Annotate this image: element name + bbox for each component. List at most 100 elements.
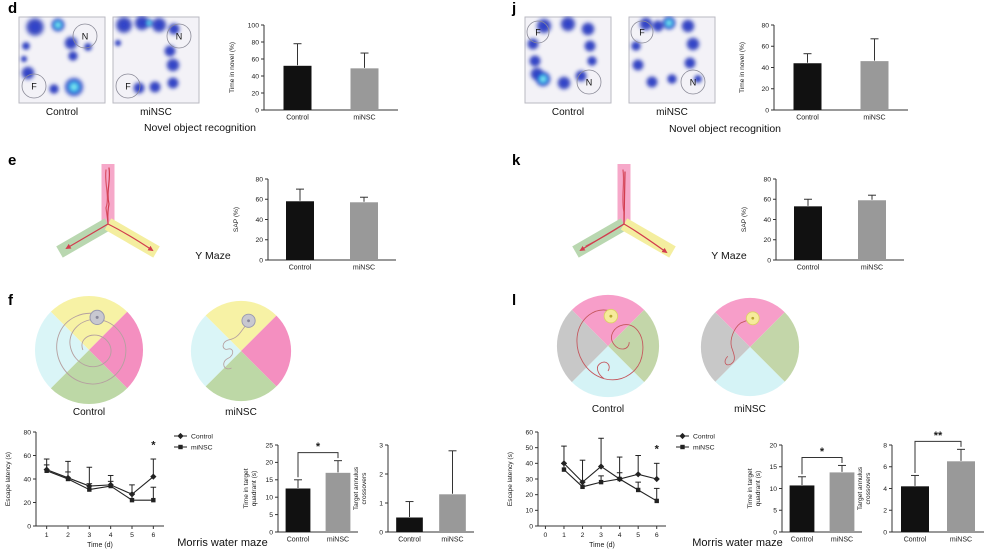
heat-blobs [526, 16, 598, 91]
pool-quadrants [34, 295, 144, 405]
novel-object-letter: N [82, 32, 89, 42]
svg-text:SAP (%): SAP (%) [741, 207, 748, 232]
svg-text:Control: Control [693, 434, 715, 441]
svg-text:crossovers: crossovers [865, 472, 872, 505]
heatmap-j-control: F N [524, 16, 612, 104]
familiar-object-letter: F [639, 28, 645, 38]
heatmap-d-minsc: N F [112, 16, 200, 104]
svg-text:0: 0 [544, 532, 548, 539]
svg-text:5: 5 [130, 532, 134, 539]
svg-text:Control: Control [791, 537, 814, 544]
svg-text:Control: Control [289, 265, 312, 272]
label-d-minsc: miNSC [140, 107, 172, 118]
chart-l-escape-latency: 0 10 20 30 40 50 60 0 1 2 3 4 5 6 Time (d) Escape laten… [506, 424, 742, 550]
svg-text:2: 2 [379, 471, 383, 478]
svg-text:80: 80 [23, 429, 31, 436]
svg-text:20: 20 [761, 86, 769, 93]
chart-f-time-in-target-quadrant: 0 5 10 15 20 25 Time in target quadrant (s) Cont… [242, 428, 364, 548]
svg-text:miNSC: miNSC [950, 537, 972, 544]
svg-text:60: 60 [763, 197, 771, 204]
familiar-object-letter: F [31, 82, 37, 92]
chart-l-target-annulus-crossovers: 0 2 4 6 8 Target annulus crossovers Control miNS… [856, 428, 990, 548]
svg-text:quadrant (s): quadrant (s) [755, 471, 762, 507]
svg-text:4: 4 [109, 532, 113, 539]
familiar-object-ring [115, 73, 141, 99]
svg-text:*: * [151, 439, 156, 451]
svg-text:60: 60 [23, 453, 31, 460]
svg-text:2: 2 [66, 532, 70, 539]
svg-text:*: * [316, 441, 321, 453]
svg-text:1: 1 [45, 532, 49, 539]
svg-text:0: 0 [767, 257, 771, 264]
platform-dot [751, 316, 755, 320]
svg-text:20: 20 [23, 500, 31, 507]
svg-text:15: 15 [769, 464, 777, 471]
chart-j-time-in-novel: 0 20 40 60 80 Time in novel (%) Control miNSC [738, 8, 914, 126]
panel-letter-f: f [8, 292, 13, 309]
chart-e-sap: 0 20 40 60 80 SAP (%) Control miNSC [232, 162, 402, 276]
svg-text:Escape latency (s): Escape latency (s) [5, 452, 12, 506]
label-f-minsc: miNSC [225, 407, 257, 418]
pool-quadrants [190, 300, 292, 402]
label-d-control: Control [45, 107, 79, 118]
platform-dot [95, 315, 99, 319]
svg-text:60: 60 [251, 56, 259, 63]
ymaze-trace [579, 169, 668, 254]
svg-text:80: 80 [255, 176, 263, 183]
svg-text:10: 10 [265, 495, 273, 502]
novel-object-letter: N [586, 78, 593, 88]
svg-text:Control: Control [191, 434, 213, 441]
label-e-ymaze: Y Maze [195, 250, 231, 262]
ymaze-k-image [556, 162, 691, 274]
novel-object-ring [576, 69, 602, 95]
watermaze-l-minsc [700, 297, 800, 397]
label-f-control: Control [72, 407, 106, 418]
familiar-object-ring [21, 73, 47, 99]
svg-text:quadrant (s): quadrant (s) [251, 471, 258, 507]
svg-text:6: 6 [151, 532, 155, 539]
svg-text:Control: Control [904, 537, 927, 544]
svg-text:40: 40 [255, 217, 263, 224]
familiar-object-letter: F [125, 82, 131, 92]
chart-f-target-annulus-crossovers: 0 1 2 3 Target annulus crossovers Control miNSC [352, 428, 480, 548]
svg-text:Control: Control [287, 537, 310, 544]
svg-text:Time (d): Time (d) [87, 542, 113, 549]
svg-text:0: 0 [765, 107, 769, 114]
heatmap-j-minsc: F N [628, 16, 716, 104]
svg-text:miNSC: miNSC [353, 265, 375, 272]
platform-dot [247, 319, 250, 323]
svg-text:15: 15 [265, 477, 273, 484]
svg-text:miNSC: miNSC [861, 265, 883, 272]
label-l-minsc: miNSC [734, 404, 766, 415]
svg-text:0: 0 [255, 107, 259, 114]
svg-text:8: 8 [883, 442, 887, 449]
svg-text:miNSC: miNSC [441, 537, 463, 544]
swim-trace [222, 320, 250, 370]
svg-text:1: 1 [562, 532, 566, 539]
heat-blobs [114, 16, 181, 95]
svg-text:Time in novel (%): Time in novel (%) [229, 42, 236, 93]
svg-text:Control: Control [797, 265, 820, 272]
label-l-control: Control [591, 404, 625, 415]
svg-text:4: 4 [883, 486, 887, 493]
svg-text:30: 30 [525, 476, 533, 483]
novel-object-letter: N [690, 78, 697, 88]
chart-d-time-in-novel: 0 20 40 60 80 100 Time in novel (%) Control miNS… [228, 8, 404, 126]
swim-trace [576, 309, 644, 381]
heatmap-d-control: N F [18, 16, 106, 104]
svg-text:0: 0 [27, 523, 31, 530]
svg-text:0: 0 [269, 529, 273, 536]
svg-text:miNSC: miNSC [831, 537, 853, 544]
novel-object-ring [166, 23, 192, 49]
svg-text:Control: Control [286, 115, 309, 122]
panel-letter-j: j [512, 0, 517, 17]
svg-text:40: 40 [251, 73, 259, 80]
svg-text:80: 80 [761, 22, 769, 29]
svg-text:40: 40 [525, 461, 533, 468]
svg-text:5: 5 [773, 508, 777, 515]
svg-text:100: 100 [248, 22, 260, 29]
svg-text:6: 6 [883, 464, 887, 471]
caption-j-novel-object: Novel object recognition [668, 123, 782, 135]
svg-text:60: 60 [525, 429, 533, 436]
svg-text:10: 10 [769, 486, 777, 493]
